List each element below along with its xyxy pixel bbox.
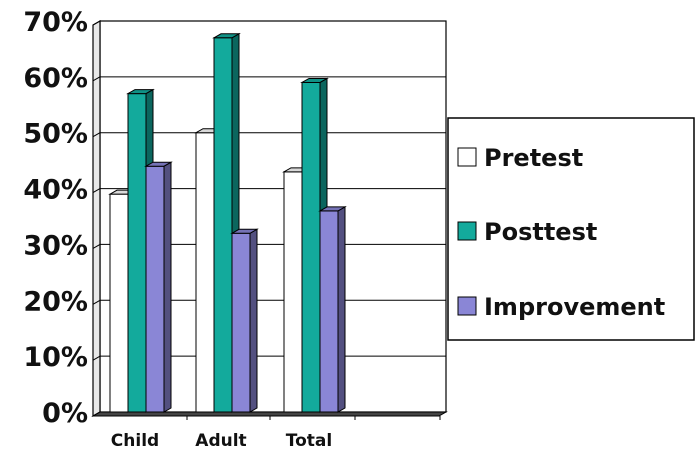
legend-swatch-pretest	[457, 147, 477, 167]
x-tick-label: Adult	[195, 431, 246, 449]
y-tick-label: 50%	[23, 119, 88, 150]
legend-label-posttest: Posttest	[484, 218, 597, 246]
y-tick-label: 70%	[23, 7, 88, 38]
y-axis-ticks: 0% 10% 20% 30% 40% 50% 60% 70%	[23, 7, 88, 429]
y-tick-label: 40%	[23, 175, 88, 206]
legend-label-improvement: Improvement	[484, 293, 665, 321]
y-tick-label: 10%	[23, 342, 88, 373]
bar-improvement-total	[318, 206, 347, 413]
gridline-side	[92, 132, 101, 138]
y-tick-label: 60%	[23, 63, 88, 94]
legend-label-pretest: Pretest	[484, 144, 583, 172]
y-tick-label: 30%	[23, 230, 88, 261]
gridline-side	[92, 411, 101, 417]
legend-swatch-posttest	[457, 221, 477, 241]
legend-swatch-improvement	[457, 296, 477, 316]
x-axis-ticks: Child Adult Total	[111, 431, 332, 449]
gridline-side	[92, 76, 101, 82]
x-tick-label: Child	[111, 431, 159, 449]
bar-improvement-child	[144, 161, 173, 413]
legend: Pretest Posttest Improvement	[447, 117, 695, 341]
gridline-side	[92, 299, 101, 305]
legend-box	[447, 117, 695, 341]
bar-improvement-adult	[230, 228, 259, 413]
y-tick-label: 20%	[23, 286, 88, 317]
gridline-side	[92, 20, 101, 26]
bars	[108, 32, 347, 413]
gridline-side	[92, 188, 101, 194]
gridline-side	[92, 243, 101, 249]
gridline-side	[92, 355, 101, 361]
y-tick-label: 0%	[42, 398, 88, 429]
x-tick-label: Total	[286, 431, 332, 449]
